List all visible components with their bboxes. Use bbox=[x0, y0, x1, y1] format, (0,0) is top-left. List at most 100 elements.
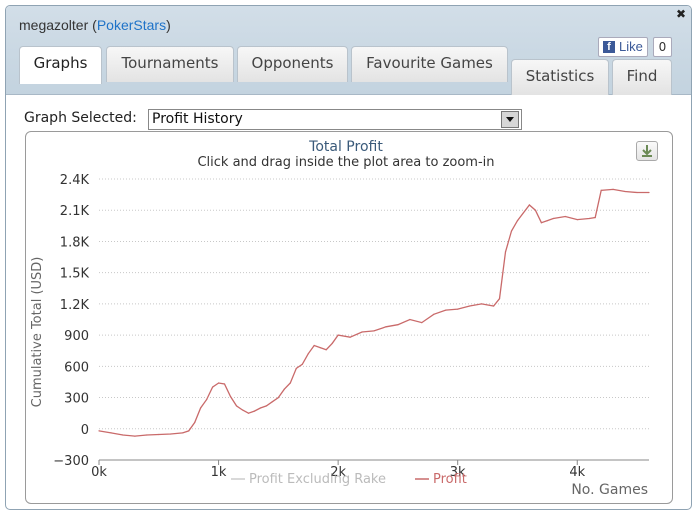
y-tick-label: 2.1K bbox=[60, 204, 90, 219]
data-point bbox=[421, 322, 423, 324]
data-point bbox=[289, 382, 291, 384]
data-point bbox=[528, 204, 530, 206]
tab-find[interactable]: Find bbox=[612, 59, 672, 95]
data-point bbox=[134, 435, 136, 437]
x-tick-label: 4k bbox=[569, 465, 585, 480]
data-point bbox=[277, 397, 279, 399]
data-point bbox=[307, 353, 309, 355]
x-axis-label: No. Games bbox=[571, 482, 648, 498]
data-point bbox=[469, 305, 471, 307]
data-point bbox=[170, 433, 172, 435]
y-tick-label: 0 bbox=[81, 423, 89, 438]
y-tick-label: 600 bbox=[64, 360, 89, 375]
data-point bbox=[612, 188, 614, 190]
data-point bbox=[534, 209, 536, 211]
data-point bbox=[337, 334, 339, 336]
data-point bbox=[385, 326, 387, 328]
tab-graphs[interactable]: Graphs bbox=[19, 46, 102, 84]
data-point bbox=[510, 230, 513, 232]
data-point bbox=[373, 330, 375, 332]
data-point bbox=[540, 222, 543, 224]
y-tick-label: 1.8K bbox=[60, 235, 90, 250]
data-point bbox=[636, 191, 638, 194]
data-point bbox=[206, 399, 208, 401]
data-point bbox=[194, 421, 196, 424]
data-point bbox=[319, 347, 321, 349]
data-point bbox=[445, 309, 447, 311]
download-button[interactable] bbox=[636, 141, 658, 161]
data-point bbox=[253, 410, 255, 412]
data-point bbox=[188, 430, 190, 432]
data-point bbox=[576, 219, 578, 221]
data-point bbox=[397, 324, 399, 326]
tab-tournaments[interactable]: Tournaments bbox=[106, 46, 234, 82]
data-point bbox=[433, 313, 435, 315]
close-icon[interactable]: ✖ bbox=[675, 7, 686, 21]
series-line bbox=[98, 188, 649, 437]
data-point bbox=[409, 318, 411, 321]
y-axis-ticks: 2.4K 2.1K 1.8K 1.5K 1.2K 900 600 300 0 −300 bbox=[53, 173, 89, 469]
data-point bbox=[247, 412, 250, 414]
data-point bbox=[349, 336, 351, 338]
data-point bbox=[229, 395, 232, 398]
data-point bbox=[325, 349, 327, 351]
data-point bbox=[301, 363, 303, 365]
like-count: 0 bbox=[653, 37, 672, 57]
profit-chart[interactable]: Total Profit Click and drag inside the p… bbox=[26, 132, 672, 503]
data-point bbox=[504, 251, 507, 253]
facebook-like-button[interactable]: f Like bbox=[598, 37, 648, 57]
tab-opponents[interactable]: Opponents bbox=[237, 46, 348, 82]
x-tick-label: 0k bbox=[91, 465, 107, 480]
data-point bbox=[648, 191, 650, 194]
like-label: Like bbox=[619, 39, 643, 54]
data-point bbox=[493, 305, 495, 307]
graph-select-value: Profit History bbox=[152, 111, 243, 127]
graph-selected-label: Graph Selected: bbox=[24, 110, 137, 126]
graph-select[interactable]: Profit History bbox=[148, 109, 522, 130]
data-point bbox=[265, 405, 267, 407]
y-tick-label: 300 bbox=[64, 392, 89, 407]
grid bbox=[99, 178, 649, 461]
data-point bbox=[259, 407, 261, 409]
legend: Profit Excluding Rake Profit bbox=[231, 472, 467, 487]
legend-item: Profit Excluding Rake bbox=[249, 472, 386, 487]
y-axis-label: Cumulative Total (USD) bbox=[30, 257, 45, 408]
data-point bbox=[361, 331, 363, 333]
data-point bbox=[552, 217, 554, 220]
data-point bbox=[624, 190, 626, 193]
data-point bbox=[546, 220, 549, 222]
tab-statistics[interactable]: Statistics bbox=[511, 59, 609, 95]
data-point bbox=[146, 434, 148, 436]
y-tick-label: 900 bbox=[64, 329, 89, 344]
chart-subtitle: Click and drag inside the plot area to z… bbox=[197, 155, 494, 170]
data-point bbox=[212, 386, 214, 388]
y-tick-label: 2.4K bbox=[60, 173, 90, 188]
plot-area[interactable] bbox=[98, 188, 650, 437]
data-point bbox=[481, 303, 483, 305]
data-point bbox=[313, 344, 315, 347]
data-point bbox=[223, 383, 226, 385]
download-icon bbox=[642, 145, 652, 157]
x-tick-label: 2k bbox=[330, 465, 346, 480]
x-axis-ticks: 0k 1k 2k 3k 4k bbox=[91, 459, 649, 480]
site-link[interactable]: PokerStars bbox=[96, 17, 167, 33]
data-point bbox=[588, 217, 590, 220]
data-point bbox=[594, 216, 596, 219]
chart-title: Total Profit bbox=[308, 139, 383, 155]
y-tick-label: −300 bbox=[53, 454, 89, 469]
window-header: megazolter (PokerStars) ✖ f Like 0 Graph… bbox=[6, 6, 691, 95]
data-point bbox=[516, 220, 519, 222]
data-point bbox=[182, 432, 184, 434]
data-point bbox=[200, 407, 202, 409]
data-point bbox=[600, 189, 602, 191]
player-name: megazolter (PokerStars) bbox=[19, 17, 171, 33]
data-point bbox=[158, 433, 160, 436]
data-point bbox=[457, 308, 459, 310]
data-point bbox=[498, 298, 501, 300]
data-point bbox=[241, 409, 244, 411]
tab-favourite-games[interactable]: Favourite Games bbox=[351, 46, 508, 82]
y-tick-label: 1.5K bbox=[60, 267, 90, 282]
chevron-down-icon[interactable] bbox=[501, 111, 519, 128]
data-point bbox=[564, 215, 566, 218]
stats-window: megazolter (PokerStars) ✖ f Like 0 Graph… bbox=[5, 5, 692, 510]
